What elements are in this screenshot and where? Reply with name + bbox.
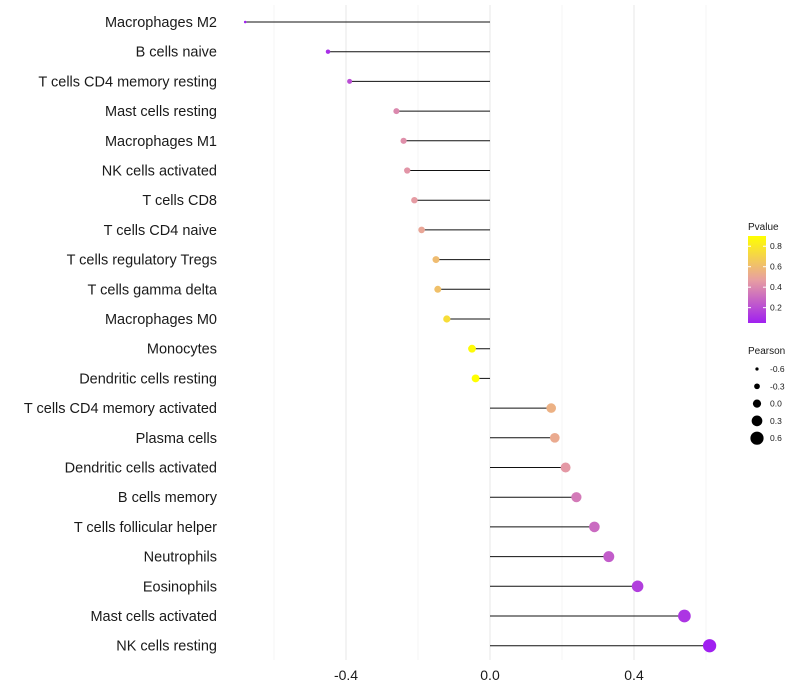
- category-label: Macrophages M1: [105, 134, 217, 150]
- color-legend-title: Pvalue: [748, 222, 779, 233]
- category-label: Mast cells activated: [90, 609, 217, 625]
- data-point: [631, 580, 644, 593]
- colorbar-tick-label: 0.8: [770, 241, 782, 251]
- data-point: [347, 78, 353, 84]
- data-point: [571, 492, 582, 503]
- data-point: [468, 344, 476, 353]
- size-legend-key: [754, 383, 760, 390]
- category-label: T cells CD4 naive: [104, 223, 217, 239]
- category-label: B cells memory: [118, 490, 218, 506]
- category-label: T cells follicular helper: [74, 520, 217, 536]
- category-label: T cells gamma delta: [88, 282, 218, 298]
- data-point: [418, 226, 425, 234]
- data-point: [393, 108, 400, 115]
- category-label: Plasma cells: [136, 431, 217, 447]
- data-point: [325, 49, 331, 54]
- category-label: Dendritic cells activated: [65, 461, 217, 477]
- size-legend-label: -0.6: [770, 364, 785, 374]
- size-legend-key: [755, 367, 759, 371]
- size-legend-key: [752, 399, 762, 408]
- category-label: NK cells activated: [102, 164, 217, 180]
- colorbar-tick-label: 0.4: [770, 282, 782, 292]
- size-legend-label: 0.6: [770, 433, 782, 443]
- data-point: [434, 285, 442, 293]
- data-point: [243, 20, 247, 24]
- x-tick-label: -0.4: [334, 667, 358, 683]
- size-legend-key: [751, 415, 763, 427]
- x-axis-ticks: -0.4 0.0 0.4: [334, 667, 644, 683]
- data-point: [678, 609, 691, 623]
- data-point: [546, 403, 557, 413]
- category-label: Dendritic cells resting: [79, 371, 217, 387]
- lollipop-stems: [245, 21, 710, 647]
- x-tick-label: 0.0: [480, 667, 500, 683]
- category-label: Neutrophils: [144, 550, 217, 566]
- legends: Pvalue 0.2 0.4 0.6 0.8 Pearson -0.6 -0.3 0.0 0.3 0…: [748, 222, 785, 445]
- lollipop-dots: [243, 20, 717, 653]
- data-point: [443, 315, 451, 323]
- pvalue-colorbar: [748, 236, 766, 323]
- data-point: [589, 521, 600, 533]
- category-label: T cells CD4 memory activated: [24, 401, 217, 417]
- category-labels: Macrophages M2 B cells naive T cells CD4 m…: [24, 15, 218, 655]
- size-legend-title: Pearson: [748, 346, 785, 357]
- category-label: T cells CD4 memory resting: [38, 74, 217, 90]
- data-point: [702, 639, 717, 653]
- category-label: Mast cells resting: [105, 104, 217, 120]
- data-point: [432, 256, 440, 264]
- x-tick-label: 0.4: [624, 667, 644, 683]
- data-point: [560, 462, 571, 473]
- size-legend-label: 0.0: [770, 399, 782, 409]
- category-label: T cells regulatory Tregs: [67, 253, 217, 269]
- size-legend-label: -0.3: [770, 381, 785, 391]
- size-legend-label: 0.3: [770, 416, 782, 426]
- category-label: Macrophages M2: [105, 15, 217, 31]
- data-point: [471, 374, 480, 383]
- category-label: NK cells resting: [116, 639, 217, 655]
- data-point: [411, 196, 418, 204]
- category-label: Macrophages M0: [105, 312, 217, 328]
- category-label: T cells CD8: [142, 193, 217, 209]
- data-point: [603, 551, 615, 563]
- data-point: [400, 137, 407, 144]
- category-label: Monocytes: [147, 342, 217, 358]
- size-legend-key: [750, 431, 764, 445]
- data-point: [404, 167, 411, 174]
- colorbar-tick-label: 0.2: [770, 303, 782, 313]
- grid-lines: [273, 5, 707, 660]
- category-label: B cells naive: [136, 45, 217, 61]
- data-point: [549, 432, 560, 443]
- category-label: Eosinophils: [143, 579, 217, 595]
- colorbar-tick-label: 0.6: [770, 262, 782, 272]
